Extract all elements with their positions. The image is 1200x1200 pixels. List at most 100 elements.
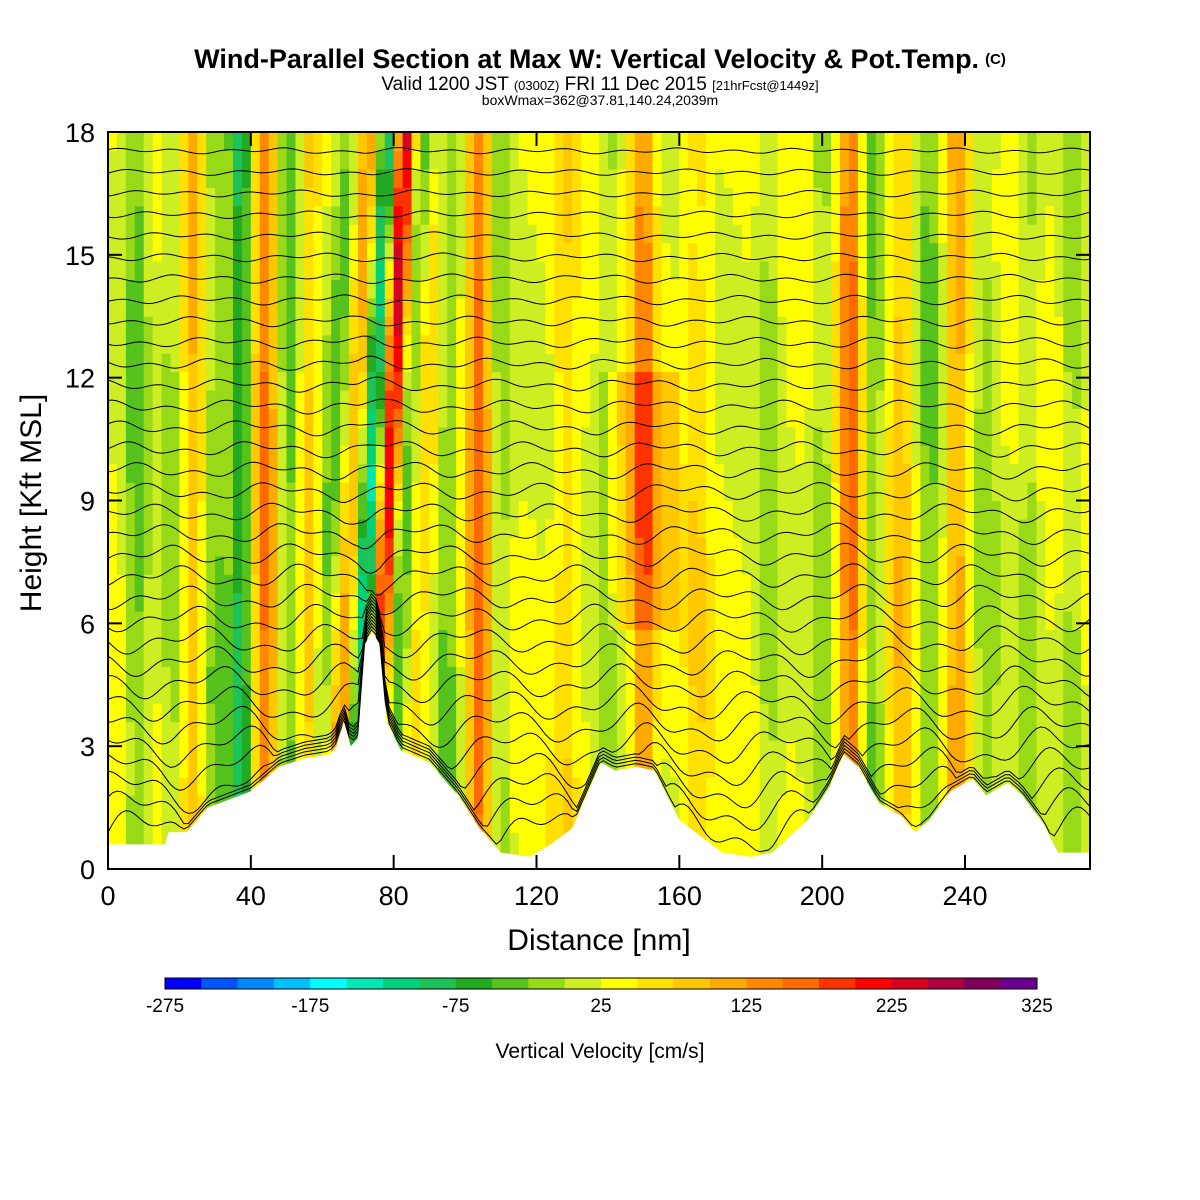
w-cell xyxy=(911,629,921,649)
w-cell xyxy=(929,482,939,502)
w-cell xyxy=(116,666,127,686)
w-cell xyxy=(670,389,680,409)
pot-temp-contour xyxy=(108,335,1090,350)
w-cell xyxy=(929,666,939,686)
w-cell xyxy=(108,592,118,612)
w-cell xyxy=(723,224,734,244)
w-cell xyxy=(313,224,323,244)
w-cell xyxy=(259,132,270,152)
w-cell xyxy=(1018,721,1029,741)
w-cell xyxy=(634,629,645,649)
w-cell xyxy=(304,500,314,520)
w-cell xyxy=(777,297,788,317)
w-cell xyxy=(438,260,448,280)
w-cell xyxy=(1072,168,1082,188)
w-cell xyxy=(956,316,966,336)
w-cell xyxy=(518,224,529,244)
w-cell xyxy=(491,316,502,336)
w-cell xyxy=(340,279,350,299)
w-cell xyxy=(286,463,297,483)
w-cell xyxy=(965,205,975,225)
w-cell xyxy=(982,445,993,465)
w-cell xyxy=(902,795,913,815)
w-cell xyxy=(331,224,341,244)
w-cell xyxy=(1036,666,1046,686)
w-cell xyxy=(982,537,993,557)
w-cell xyxy=(563,150,573,170)
w-cell xyxy=(590,740,600,760)
w-cell xyxy=(215,132,225,152)
w-cell xyxy=(697,518,707,538)
w-cell xyxy=(447,297,457,317)
w-cell xyxy=(1018,482,1029,502)
w-cell xyxy=(375,537,386,557)
w-cell xyxy=(545,353,555,373)
w-cell xyxy=(366,334,377,354)
w-cell xyxy=(384,611,395,631)
w-cell xyxy=(224,611,234,631)
w-cell xyxy=(366,260,377,280)
w-cell xyxy=(1063,224,1073,244)
w-cell xyxy=(688,168,698,188)
w-cell xyxy=(536,537,547,557)
w-cell xyxy=(134,389,145,409)
w-cell xyxy=(456,482,466,502)
w-cell xyxy=(143,813,154,833)
w-cell xyxy=(125,316,136,336)
w-cell xyxy=(108,205,118,225)
w-cell xyxy=(875,316,886,336)
w-cell xyxy=(197,629,207,649)
w-cell xyxy=(616,684,627,704)
w-cell xyxy=(732,776,743,796)
w-cell xyxy=(1072,353,1082,373)
w-cell xyxy=(438,132,448,152)
w-cell xyxy=(304,279,314,299)
w-cell xyxy=(697,647,707,667)
w-cell xyxy=(465,132,475,152)
w-cell xyxy=(652,334,663,354)
w-cell xyxy=(965,353,975,373)
w-cell xyxy=(902,426,913,446)
w-cell xyxy=(822,555,832,575)
w-cell xyxy=(572,537,582,557)
w-cell xyxy=(1054,482,1064,502)
w-cell xyxy=(134,758,145,778)
w-cell xyxy=(125,721,136,741)
w-cell xyxy=(420,389,430,409)
w-cell xyxy=(893,168,904,188)
w-cell xyxy=(554,703,564,723)
colorbar-tick-label: 225 xyxy=(876,996,908,1017)
w-cell xyxy=(286,684,297,704)
w-cell xyxy=(188,684,198,704)
w-cell xyxy=(518,592,529,612)
w-cell xyxy=(357,334,368,354)
w-cell xyxy=(750,132,761,152)
w-cell xyxy=(670,795,680,815)
w-cell xyxy=(295,703,305,723)
w-cell xyxy=(1072,389,1082,409)
w-cell xyxy=(465,279,475,299)
w-cell xyxy=(545,647,555,667)
w-cell xyxy=(143,500,154,520)
w-cell xyxy=(482,813,493,833)
colorbar-swatch xyxy=(165,978,202,989)
w-cell xyxy=(920,555,930,575)
w-cell xyxy=(188,721,198,741)
w-cell xyxy=(831,518,841,538)
w-cell xyxy=(116,279,127,299)
w-cell xyxy=(286,371,297,391)
w-cell xyxy=(465,721,475,741)
w-cell xyxy=(134,279,145,299)
w-cell xyxy=(956,426,966,446)
w-cell xyxy=(331,666,341,686)
w-cell xyxy=(848,260,859,280)
w-cell xyxy=(991,224,1002,244)
w-cell xyxy=(723,611,734,631)
w-cell xyxy=(875,574,886,594)
w-cell xyxy=(572,500,582,520)
w-cell xyxy=(108,740,118,760)
w-cell xyxy=(590,592,600,612)
w-cell xyxy=(375,555,386,575)
w-cell xyxy=(134,426,145,446)
w-cell xyxy=(509,740,520,760)
